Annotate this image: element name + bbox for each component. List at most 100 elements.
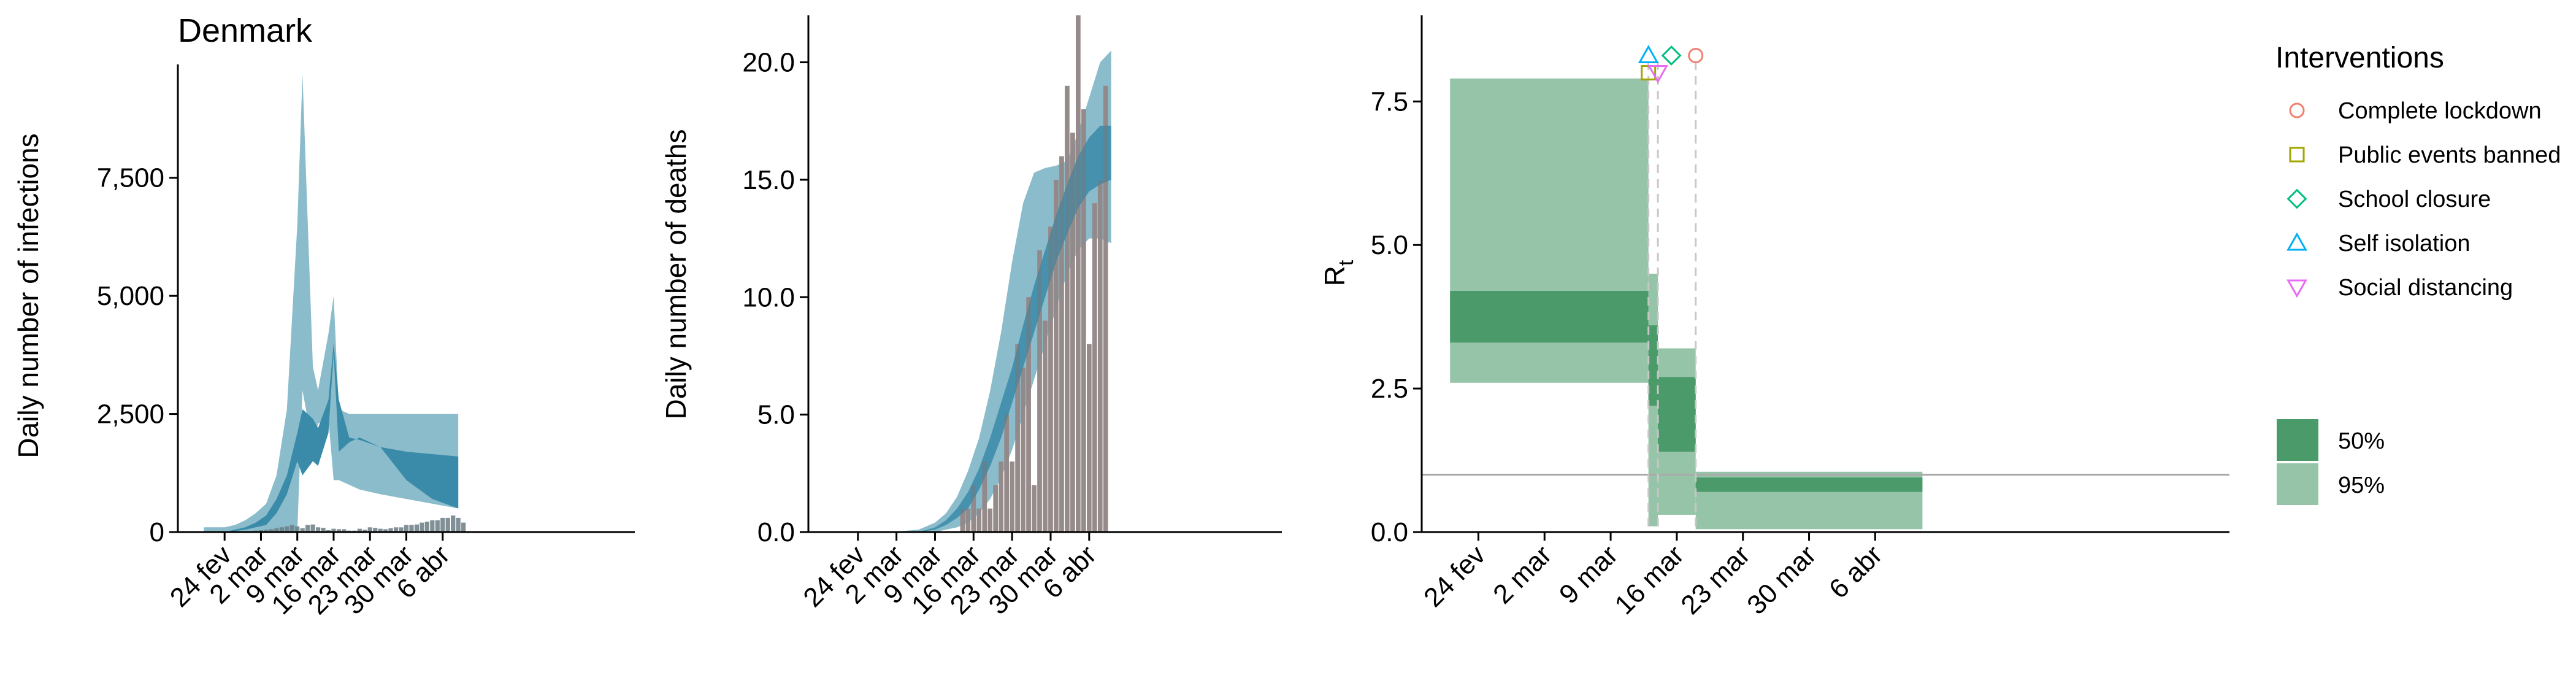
infections-ci95-band [204,74,459,533]
rt-marker-circle [1688,47,1704,63]
legend-intervention-items: Complete lockdown Public events banned Sch… [2287,98,2561,301]
infections-observed-bar [300,528,305,532]
infections-observed-bar [393,527,399,532]
deaths-y-tick-label: 5.0 [757,400,795,430]
infections-ci95-layer [204,74,459,533]
figure-title: Denmark [178,12,313,49]
infections-y-tick-label: 7,500 [97,163,164,193]
deaths-observed-bar-overlay [993,485,999,532]
rt-ci50-segment [1658,377,1696,452]
deaths-observed-bar-overlay [1070,133,1075,532]
deaths-observed-bar-overlay [1103,85,1108,532]
deaths-observed-bar-overlay [999,461,1004,532]
legend-item-label: Self isolation [2338,231,2470,257]
deaths-observed-bar-overlay [976,508,982,532]
rt-x-tick-label: 2 mar [1487,539,1557,609]
legend-title: Interventions [2275,42,2444,74]
infections-observed-bar [305,525,310,532]
infections-observed-bar [289,525,294,532]
deaths-observed-bar-overlay [1086,344,1092,532]
infections-y-axis-label: Daily number of infections [12,133,44,458]
legend-triangle-down-icon [2287,279,2307,298]
legend-item-label: Public events banned [2338,142,2561,168]
deaths-observed-bar-overlay [1032,485,1037,532]
deaths-observed-bar-overlay [1037,250,1042,532]
infections-y-ticks: 0 2,500 5,000 7,500 [97,163,178,547]
deaths-axes [807,15,1282,533]
deaths-observed-bar-overlay [1092,203,1097,532]
rt-y-tick-label: 7.5 [1371,87,1408,117]
legend-circle-icon [2289,102,2305,118]
infections-observed-bar [326,530,331,532]
infections-observed-bar [321,528,326,532]
rt-ci50-layer [1450,291,1923,492]
deaths-observed-bar-overlay [965,508,971,532]
rt-y-tick-label: 2.5 [1371,374,1408,404]
deaths-observed-bar-overlay [987,508,993,532]
rt-y-tick-label: 5.0 [1371,230,1408,260]
infections-observed-bar [399,527,404,532]
legend-band-swatch [2277,463,2318,505]
deaths-y-tick-label: 15.0 [742,165,795,195]
infections-observed-bar [373,528,378,532]
infections-observed-bar [414,524,420,532]
infections-observed-bar [279,527,284,532]
infections-y-tick-label: 5,000 [97,281,164,311]
rt-y-ticks: 0.0 2.5 5.0 7.5 [1371,87,1422,547]
infections-observed-bar [310,524,315,532]
legend-band-swatch [2277,419,2318,461]
deaths-ci50-layer [835,15,1111,533]
rt-x-tick-label: 6 abr [1823,539,1888,604]
infections-observed-bar [269,529,274,532]
deaths-observed-bar-overlay [971,485,976,532]
legend-band-label: 95% [2338,473,2385,498]
infections-ci50-band [204,343,459,532]
legend-square-icon [2289,147,2305,163]
legend-triangle-up-icon [2287,232,2307,251]
deaths-y-axis-label: Daily number of deaths [660,129,692,419]
deaths-observed-bar-overlay [1059,156,1064,533]
infections-observed-bars [253,515,466,532]
deaths-observed-bar-overlay [1043,320,1048,532]
rt-x-tick-label: 24 fev [1418,539,1491,612]
deaths-y-ticks: 0.0 5.0 10.0 15.0 20.0 [742,48,808,547]
infections-observed-bar [378,528,383,532]
infections-observed-bar [258,530,264,532]
legend-item-label: School closure [2338,187,2491,212]
rt-ci50-segment [1695,477,1923,492]
infections-observed-bar [367,527,372,532]
infections-observed-bar [264,530,269,532]
deaths-observed-bar-overlay [1097,179,1103,533]
rt-marker-triangle-down [1647,65,1668,83]
deaths-observed-bar-overlay [1015,344,1020,532]
deaths-observed-bar-overlay [1026,297,1031,532]
deaths-observed-bar-overlay [1004,414,1009,532]
infections-observed-bar [451,515,456,532]
infections-observed-bar [430,520,435,532]
infections-observed-bar [420,522,424,532]
deaths-observed-bar-overlay [1065,85,1070,532]
rt-x-tick-label: 23 mar [1675,539,1755,620]
rt-marker-diamond [1661,45,1682,66]
deaths-observed-bar-overlay [982,461,987,532]
infections-observed-bar [445,517,450,532]
deaths-y-tick-label: 0.0 [757,517,795,547]
infections-observed-bar [424,522,429,532]
infections-observed-bar [285,526,289,532]
rt-ci50-segment [1450,291,1649,343]
infections-observed-bar [440,517,445,532]
infections-observed-bar [336,529,342,532]
infections-y-tick-label: 2,500 [97,399,164,430]
infections-y-tick-label: 0 [150,517,164,547]
rt-intervention-lines [1647,61,1697,532]
rt-intervention-markers [1638,45,1704,83]
infections-observed-bar [362,530,367,532]
infections-observed-bar [342,529,347,532]
legend-diamond-icon [2287,188,2307,209]
infections-observed-bar [388,528,393,532]
